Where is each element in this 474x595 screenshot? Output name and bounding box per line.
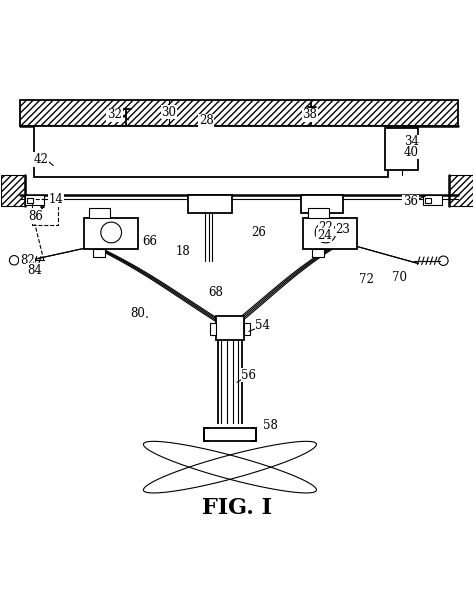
- Bar: [84, 218, 138, 249]
- Text: 22: 22: [318, 221, 333, 234]
- Bar: [25, 195, 44, 205]
- Text: 26: 26: [251, 226, 265, 239]
- Bar: [308, 208, 329, 218]
- Bar: [301, 195, 343, 212]
- Text: 34: 34: [404, 136, 419, 149]
- Bar: [204, 428, 256, 441]
- Bar: [188, 195, 232, 212]
- Text: 80: 80: [131, 308, 146, 321]
- Text: 72: 72: [359, 273, 374, 286]
- Text: 84: 84: [27, 264, 42, 277]
- Text: 28: 28: [199, 114, 214, 127]
- Bar: [312, 249, 324, 258]
- Bar: [209, 424, 251, 441]
- Text: 36: 36: [403, 195, 418, 208]
- Text: 68: 68: [209, 286, 223, 299]
- Text: 54: 54: [255, 320, 271, 332]
- Text: 38: 38: [302, 108, 318, 121]
- Bar: [20, 99, 458, 126]
- Text: 14: 14: [48, 193, 63, 206]
- Bar: [89, 208, 110, 218]
- Bar: [449, 175, 473, 206]
- Text: 23: 23: [336, 223, 350, 236]
- Text: 70: 70: [392, 271, 407, 284]
- Text: 82: 82: [20, 254, 35, 267]
- Text: 58: 58: [263, 419, 277, 432]
- Bar: [216, 317, 244, 340]
- Bar: [385, 128, 419, 170]
- Text: 86: 86: [28, 210, 43, 223]
- Bar: [27, 198, 33, 203]
- Bar: [244, 324, 250, 335]
- Bar: [303, 218, 357, 249]
- Text: 30: 30: [161, 106, 176, 119]
- Text: 40: 40: [404, 146, 419, 159]
- Text: 66: 66: [142, 236, 157, 248]
- Bar: [426, 198, 431, 203]
- Bar: [308, 211, 319, 218]
- Bar: [423, 195, 442, 205]
- Bar: [32, 199, 58, 226]
- Text: 32: 32: [107, 108, 122, 121]
- Text: 18: 18: [175, 245, 190, 258]
- Bar: [93, 249, 105, 258]
- Text: 24: 24: [317, 229, 332, 242]
- Bar: [204, 428, 256, 441]
- Text: 56: 56: [241, 369, 256, 382]
- Text: FIG. I: FIG. I: [202, 497, 272, 519]
- Bar: [210, 324, 216, 335]
- Bar: [35, 126, 388, 177]
- Text: 42: 42: [34, 153, 49, 166]
- Bar: [1, 175, 25, 206]
